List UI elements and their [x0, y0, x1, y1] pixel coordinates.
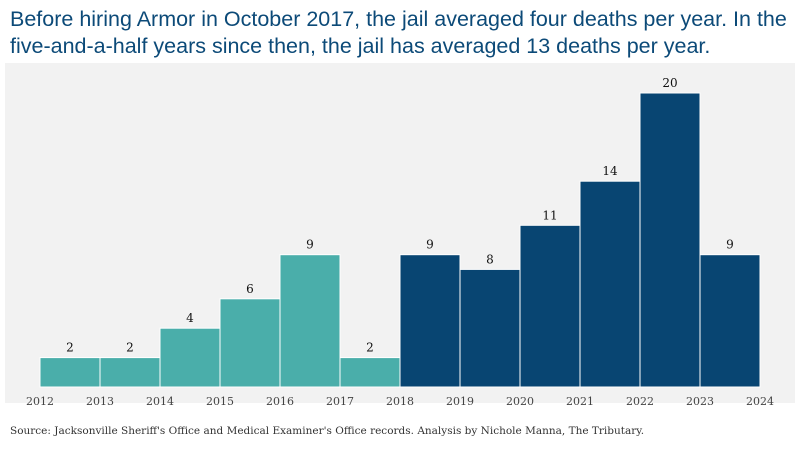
- bar-value-label: 6: [246, 282, 254, 296]
- source-note: Source: Jacksonville Sheriff's Office an…: [10, 425, 645, 437]
- bar-value-label: 8: [486, 252, 494, 266]
- x-tick-label: 2020: [506, 395, 534, 408]
- bar-value-label: 2: [366, 341, 374, 355]
- x-tick-label: 2016: [266, 395, 294, 408]
- x-tick-label: 2022: [626, 395, 654, 408]
- bar-2022: [639, 92, 701, 388]
- bar-2016: [279, 254, 341, 388]
- bar-2023: [699, 254, 761, 388]
- chart-title: Before hiring Armor in October 2017, the…: [10, 7, 787, 58]
- bar-value-label: 9: [726, 238, 734, 252]
- bar-value-label: 4: [186, 311, 194, 325]
- bar-value-label: 2: [126, 341, 134, 355]
- x-tick-label: 2024: [746, 395, 774, 408]
- bar-2012: [39, 357, 101, 388]
- x-tick-label: 2023: [686, 395, 714, 408]
- bar-2015: [219, 298, 281, 388]
- x-tick-label: 2013: [86, 395, 114, 408]
- bar-2021: [579, 180, 641, 388]
- x-tick-label: 2014: [146, 395, 174, 408]
- bar-value-label: 20: [662, 76, 677, 90]
- bar-2017: [339, 357, 401, 388]
- x-tick-label: 2012: [26, 395, 54, 408]
- bar-2019: [459, 268, 521, 388]
- bar-2020: [519, 224, 581, 388]
- bar-value-label: 9: [426, 238, 434, 252]
- bar-2018: [399, 254, 461, 388]
- bar-value-label: 11: [542, 208, 557, 222]
- x-tick-label: 2019: [446, 395, 474, 408]
- x-tick-label: 2017: [326, 395, 354, 408]
- bar-2014: [159, 327, 221, 388]
- x-tick-label: 2015: [206, 395, 234, 408]
- bar-value-label: 14: [602, 164, 618, 178]
- x-tick-label: 2018: [386, 395, 414, 408]
- bar-value-label: 2: [66, 341, 74, 355]
- x-tick-label: 2021: [566, 395, 594, 408]
- bar-2013: [99, 357, 161, 388]
- bar-value-label: 9: [306, 238, 314, 252]
